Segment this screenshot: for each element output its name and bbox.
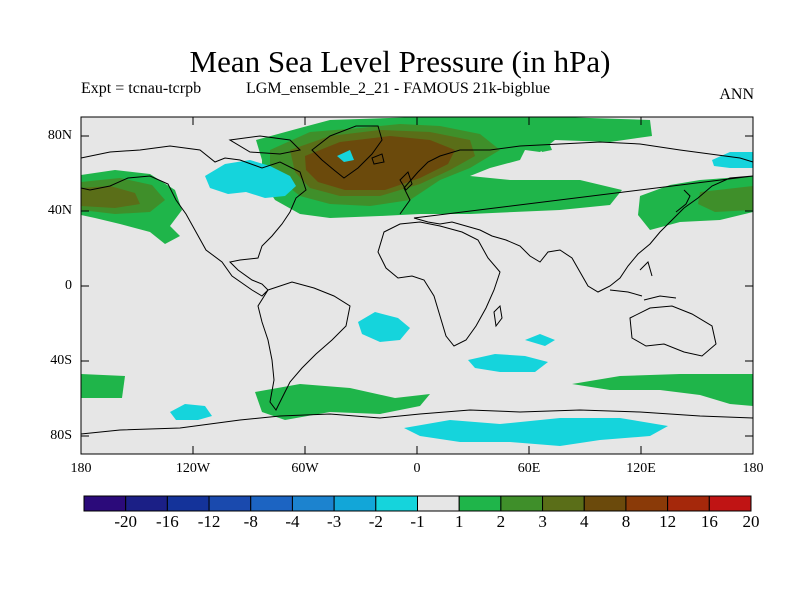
colorbar-box — [208, 495, 252, 512]
colorbar-box — [417, 495, 460, 512]
lon-label-120e: 120E — [626, 461, 656, 476]
colorbar-label: -1 — [410, 512, 425, 531]
colorbar-label: 4 — [580, 512, 589, 531]
fill-south-atlantic-cyan — [358, 312, 410, 342]
coastline-uk — [371, 153, 413, 191]
page-title: Mean Sea Level Pressure (in hPa) — [189, 44, 611, 79]
colorbar-label: -12 — [197, 512, 221, 531]
coastline-south-america — [257, 281, 351, 411]
colorbar-label: -8 — [243, 512, 258, 531]
colorbar-label: -3 — [327, 512, 342, 531]
colorbar-label: -20 — [114, 512, 138, 531]
fill-indian-cyan-1 — [525, 334, 555, 346]
coastline-north-america — [80, 145, 307, 297]
colorbar-box — [625, 495, 669, 512]
coastline-africa — [377, 221, 501, 347]
colorbar-box — [166, 495, 210, 512]
colorbar-box — [667, 495, 710, 512]
fill-east-asia-2-3 — [698, 186, 753, 212]
lat-label-40s: 40S — [50, 353, 72, 368]
colorbar-label: 1 — [454, 512, 464, 531]
colorbar-box — [333, 495, 377, 512]
lat-label-80n: 80N — [47, 128, 72, 143]
colorbar-label: 3 — [538, 512, 547, 531]
coastline-madagascar — [493, 304, 503, 328]
lon-label-180w: 180 — [70, 461, 92, 476]
fill-southern-ocean-green-3 — [572, 374, 753, 406]
colorbar-box — [250, 495, 293, 512]
run-label: LGM_ensemble_2_21 - FAMOUS 21k-bigblue — [246, 80, 551, 97]
fill-southern-ocean-green-2 — [255, 384, 430, 420]
colorbar-box — [291, 495, 335, 512]
fill-indian-cyan-2 — [468, 354, 548, 372]
lon-label-60w: 60W — [291, 461, 319, 476]
colorbar-label: 20 — [742, 512, 760, 531]
colorbar-label: -4 — [285, 512, 300, 531]
colorbar-label: 16 — [700, 512, 718, 531]
colorbar — [83, 495, 752, 512]
coastline-greenland — [311, 125, 383, 179]
fill-southern-ocean-green-1 — [81, 374, 125, 398]
colorbar-box — [708, 495, 752, 512]
lat-label-40n: 40N — [47, 203, 72, 218]
coastlines — [80, 125, 754, 435]
colorbar-box — [375, 495, 418, 512]
fill-north-pacific-3-4 — [81, 186, 140, 208]
lon-label-60e: 60E — [517, 461, 541, 476]
lon-label-120w: 120W — [175, 461, 211, 476]
colorbar-label: 12 — [659, 512, 677, 531]
coastline-australia — [629, 305, 717, 357]
fill-pacific-south-cyan — [170, 404, 212, 420]
colorbar-label: 2 — [496, 512, 506, 531]
lon-label-0: 0 — [413, 461, 421, 476]
colorbar-box — [500, 495, 544, 512]
anomaly-fills — [81, 117, 753, 446]
fill-hudson-cyan — [205, 160, 296, 198]
experiment-label: Expt = tcnau-tcrpb — [81, 80, 202, 97]
colorbar-label: -16 — [156, 512, 179, 531]
colorbar-box — [83, 495, 127, 512]
lat-label-0: 0 — [65, 278, 72, 293]
fill-arctic-cyan — [337, 150, 354, 162]
fill-small-green-1 — [537, 140, 552, 152]
axis-ticks — [81, 117, 753, 454]
colorbar-box — [458, 495, 502, 512]
coastline-indonesia — [609, 261, 677, 301]
period-label: ANN — [719, 86, 754, 103]
colorbar-label: 8 — [621, 512, 631, 531]
coastline-japan — [675, 189, 691, 213]
colorbar-box — [125, 495, 168, 512]
colorbar-label: -2 — [368, 512, 383, 531]
colorbar-box — [542, 495, 585, 512]
coastline-antarctica — [80, 409, 754, 435]
coastline-archipelago — [228, 135, 302, 155]
fill-antarctic-cyan — [404, 418, 668, 446]
colorbar-box — [583, 495, 627, 512]
lat-label-80s: 80S — [50, 428, 72, 443]
lon-label-180e: 180 — [742, 461, 764, 476]
